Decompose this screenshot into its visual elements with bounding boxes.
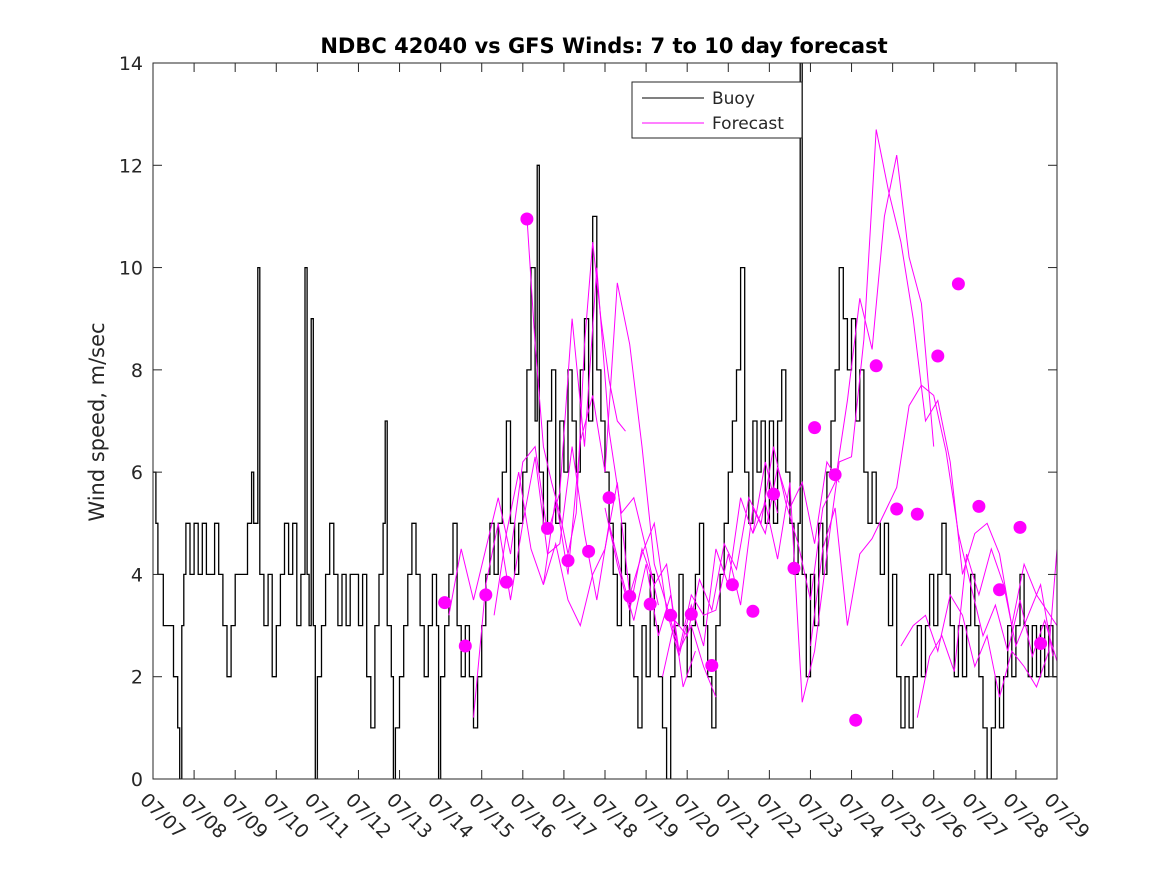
legend-forecast-label: Forecast xyxy=(712,114,784,134)
legend-buoy-label: Buoy xyxy=(712,89,755,109)
forecast-series-line-10 xyxy=(900,548,1057,698)
x-tick-label: 07/17 xyxy=(546,789,600,843)
legend: Buoy Forecast xyxy=(631,81,803,139)
forecast-series-line-3 xyxy=(473,446,696,718)
forecast-series-line-5 xyxy=(542,461,779,657)
x-tick-label: 07/25 xyxy=(875,789,929,843)
forecast-point-23 xyxy=(890,502,904,516)
forecast-series-line-2 xyxy=(448,267,659,616)
x-tick-label: 07/19 xyxy=(629,789,683,843)
forecast-series-line-8 xyxy=(752,129,1057,703)
y-axis-label: Wind speed, m/sec xyxy=(85,322,109,521)
y-tick-label: 4 xyxy=(131,564,143,586)
forecast-point-11 xyxy=(643,597,657,611)
x-tick-label: 07/21 xyxy=(711,789,765,843)
x-tick-label: 07/13 xyxy=(382,789,436,843)
forecast-point-29 xyxy=(1013,520,1027,534)
forecast-point-14 xyxy=(705,659,719,672)
forecast-point-8 xyxy=(582,544,596,558)
buoy-series-line xyxy=(153,63,1057,779)
forecast-point-1 xyxy=(438,596,452,610)
legend-box xyxy=(631,81,803,139)
y-tick-label: 0 xyxy=(131,769,143,791)
y-tick-label: 8 xyxy=(131,360,143,382)
forecast-point-20 xyxy=(828,468,842,482)
forecast-series-line-9 xyxy=(810,384,1057,662)
plot-area xyxy=(153,63,1057,779)
forecast-point-5 xyxy=(520,212,534,226)
x-tick-label: 07/12 xyxy=(341,789,395,843)
x-tick-label: 07/11 xyxy=(300,789,354,843)
x-tick-label: 07/09 xyxy=(218,789,272,843)
forecast-point-16 xyxy=(746,604,760,618)
forecast-point-30 xyxy=(1034,637,1048,650)
forecast-point-21 xyxy=(849,713,863,727)
forecast-point-10 xyxy=(623,589,637,603)
forecast-point-18 xyxy=(787,561,801,575)
x-tick-label: 07/29 xyxy=(1039,789,1093,843)
forecast-point-6 xyxy=(541,521,554,535)
x-tick-label: 07/08 xyxy=(177,789,231,843)
forecast-point-7 xyxy=(561,554,575,568)
x-tick-label: 07/26 xyxy=(916,789,970,843)
forecast-series-line-7 xyxy=(662,155,935,677)
forecast-point-4 xyxy=(499,575,513,589)
forecast-point-13 xyxy=(684,607,698,621)
forecast-point-25 xyxy=(931,349,945,363)
forecast-point-12 xyxy=(664,608,678,622)
forecast-point-17 xyxy=(767,487,780,501)
forecast-point-2 xyxy=(458,639,472,653)
forecast-point-9 xyxy=(602,491,616,505)
x-tick-label: 07/22 xyxy=(752,789,806,843)
x-tick-label: 07/10 xyxy=(259,789,313,843)
forecast-point-22 xyxy=(869,359,883,373)
forecast-point-19 xyxy=(808,421,822,435)
x-tick-label: 07/15 xyxy=(464,789,518,843)
forecast-point-26 xyxy=(951,277,965,291)
forecast-series-line-1 xyxy=(526,216,626,555)
forecast-point-24 xyxy=(910,507,924,521)
y-tick-label: 14 xyxy=(119,53,143,75)
forecast-point-27 xyxy=(972,499,986,513)
forecast-point-15 xyxy=(725,578,739,592)
x-tick-label: 07/28 xyxy=(998,789,1052,843)
x-tick-label: 07/20 xyxy=(670,789,724,843)
forecast-point-28 xyxy=(993,583,1006,597)
chart-title: NDBC 42040 vs GFS Winds: 7 to 10 day for… xyxy=(320,34,887,58)
x-tick-label: 07/14 xyxy=(423,789,477,843)
forecast-series-line-11 xyxy=(916,547,1054,718)
x-tick-label: 07/18 xyxy=(587,789,641,843)
forecast-series-line-6 xyxy=(604,460,840,652)
x-tick-label: 07/24 xyxy=(834,789,888,843)
x-tick-label: 07/07 xyxy=(135,789,189,843)
y-tick-label: 2 xyxy=(131,667,143,689)
y-tick-label: 6 xyxy=(131,462,143,484)
x-tick-label: 07/16 xyxy=(505,789,559,843)
y-tick-label: 12 xyxy=(119,155,143,177)
y-tick-label: 10 xyxy=(119,258,143,280)
x-tick-label: 07/23 xyxy=(793,789,847,843)
x-tick-label: 07/27 xyxy=(957,789,1011,843)
forecast-point-3 xyxy=(479,588,493,602)
